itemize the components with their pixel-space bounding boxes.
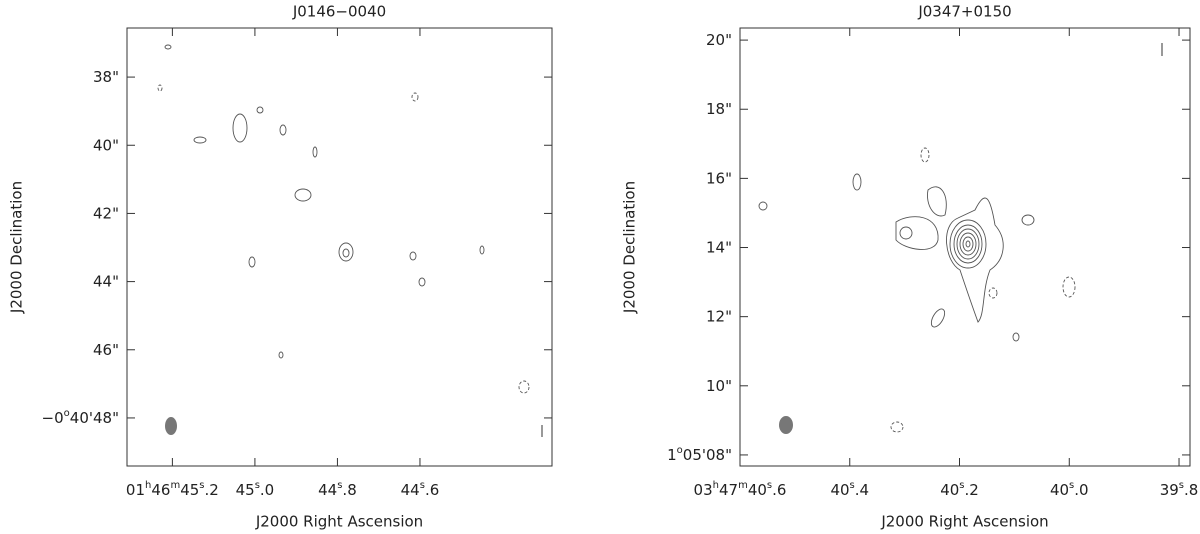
contour [232,113,248,143]
y-tick-label: −0o40'48" [42,407,119,426]
contour [899,226,913,240]
contour [930,308,946,328]
y-tick-label: 40" [93,136,119,154]
contour [479,245,485,255]
contours-left [157,44,543,437]
x-tick-label: 44s.8 [318,480,357,499]
contour [248,256,256,268]
contour [294,188,312,202]
contour [342,248,350,258]
beam [779,416,793,434]
contour [411,92,419,102]
contour [1062,276,1076,298]
contours-right [758,43,1163,434]
y-tick-label: 38" [93,68,119,86]
contour [946,197,1004,323]
contour [890,421,904,433]
x-tick-label: 39s.8 [1160,480,1199,499]
contour [953,224,983,264]
contour [852,173,862,191]
x-tick-label: 40s.2 [940,480,979,499]
y-tick-label: 10" [706,376,732,394]
contour [988,287,998,299]
y-tick-label: 44" [93,272,119,290]
contour [920,147,930,163]
x-tick-label: 03h47m40s.6 [694,480,787,499]
contour [256,106,264,114]
y-tick-label: 42" [93,204,119,222]
x-axis-label: J2000 Right Ascension [880,513,1048,531]
contour [956,228,980,260]
contour [518,380,530,394]
x-tick-label: 44s.6 [401,480,440,499]
contour [949,219,987,269]
y-tick-label: 20" [706,31,732,49]
contour [758,201,768,211]
plot-frame [126,27,553,467]
contour [338,242,354,262]
y-axis-label: J2000 Declination [8,181,26,314]
chart-title: J0146−0040 [292,3,386,21]
contour [962,236,974,252]
contour [959,232,977,256]
contour [895,216,939,250]
y-tick-label: 46" [93,340,119,358]
contour [312,146,318,158]
x-tick-label: 40s.0 [1050,480,1089,499]
contour [164,44,172,50]
contour [418,277,426,287]
contour [157,84,163,92]
y-tick-label: 1o05'08" [667,444,732,463]
x-axis-label: J2000 Right Ascension [255,513,423,531]
contour [1012,332,1020,342]
contour [409,251,417,261]
contour [965,240,971,248]
chart-title: J0347+0150 [917,3,1011,21]
y-axis-label: J2000 Declination [621,181,639,314]
y-tick-label: 18" [706,100,732,118]
contour [279,124,287,136]
contour [927,186,947,217]
contour [1021,214,1035,226]
beam [165,417,177,435]
x-tick-label: 01h46m45s.2 [126,480,219,499]
contour [193,136,207,144]
plot-frame [739,27,1191,467]
contour [278,351,284,359]
y-tick-label: 16" [706,169,732,187]
x-tick-label: 40s.4 [830,480,869,499]
x-tick-label: 45s.0 [236,480,275,499]
y-tick-label: 14" [706,238,732,256]
y-tick-label: 12" [706,307,732,325]
